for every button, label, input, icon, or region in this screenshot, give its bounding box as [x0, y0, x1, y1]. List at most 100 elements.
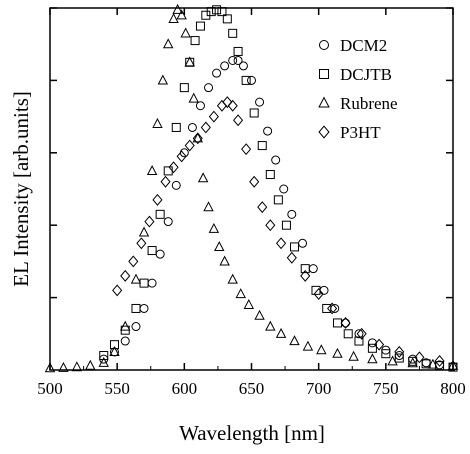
data-point	[414, 351, 425, 364]
data-point	[204, 83, 214, 93]
data-point	[152, 117, 163, 128]
data-point	[327, 302, 338, 315]
data-point	[354, 329, 364, 339]
data-point	[249, 108, 259, 118]
data-point	[109, 346, 120, 356]
data-point	[44, 362, 56, 373]
data-point	[203, 201, 214, 212]
legend-marker-diamond	[318, 125, 330, 139]
data-point	[279, 184, 289, 194]
data-point	[131, 303, 141, 313]
data-point	[147, 278, 157, 288]
data-point	[187, 122, 197, 132]
data-point	[222, 96, 233, 109]
data-point	[286, 251, 297, 264]
data-point	[168, 161, 179, 174]
data-point	[152, 193, 163, 206]
data-point	[188, 92, 199, 103]
data-point	[275, 237, 287, 250]
data-point	[394, 351, 404, 361]
data-point	[275, 327, 287, 338]
data-point	[343, 329, 353, 339]
data-point	[214, 241, 225, 252]
data-point	[197, 172, 209, 183]
data-point	[216, 99, 228, 112]
data-point	[206, 7, 216, 17]
x-tick-label: 500	[37, 379, 63, 398]
series-dcm2	[99, 55, 458, 371]
data-point	[176, 9, 187, 20]
data-point	[254, 309, 265, 320]
data-point	[356, 327, 367, 340]
data-point	[367, 353, 378, 364]
data-point	[172, 3, 183, 14]
legend-label: DCJTB	[340, 65, 392, 84]
legend-marker-triangle	[318, 96, 330, 108]
x-tick-label: 750	[373, 379, 399, 398]
data-point	[128, 255, 139, 268]
legend-marker-square	[319, 69, 329, 79]
data-point	[184, 56, 195, 67]
legend-item: DCM2	[319, 36, 387, 55]
data-point	[387, 355, 398, 366]
data-point	[271, 155, 281, 165]
data-point	[98, 356, 109, 367]
data-point	[302, 340, 314, 351]
data-point	[120, 269, 131, 282]
data-point	[155, 209, 165, 219]
data-point	[163, 217, 173, 227]
data-point	[249, 175, 260, 188]
data-point	[348, 350, 359, 361]
data-point	[289, 242, 299, 252]
data-point	[311, 285, 321, 295]
data-point	[316, 344, 327, 355]
data-point	[157, 74, 169, 85]
data-point	[180, 27, 191, 38]
x-tick-label: 600	[172, 379, 198, 398]
legend-label: DCM2	[340, 36, 387, 55]
data-point	[212, 5, 222, 15]
data-point	[247, 75, 256, 85]
data-point	[184, 139, 195, 152]
data-point	[112, 284, 123, 297]
x-tick-label: 800	[440, 379, 466, 398]
data-point	[192, 132, 203, 145]
data-point	[263, 126, 273, 136]
data-point	[235, 288, 246, 299]
series-dcjtb	[99, 5, 458, 372]
series-layer	[44, 3, 459, 373]
data-point	[257, 201, 268, 214]
data-point	[227, 273, 238, 284]
data-point	[208, 110, 219, 123]
data-point	[120, 336, 130, 346]
data-point	[233, 46, 243, 56]
data-point	[130, 273, 142, 284]
data-point	[447, 359, 459, 370]
data-point	[281, 220, 291, 230]
y-ticks	[50, 7, 453, 299]
data-point	[155, 249, 165, 259]
data-point	[109, 340, 119, 350]
data-point	[298, 238, 308, 248]
data-point	[228, 28, 238, 38]
data-point	[219, 255, 230, 266]
data-point	[217, 7, 227, 17]
legend-label: Rubrene	[340, 94, 398, 113]
series-rubrene	[44, 3, 459, 373]
plot-frame	[49, 7, 454, 371]
data-point	[208, 222, 220, 233]
data-point	[228, 55, 238, 65]
data-point	[222, 14, 232, 24]
data-point	[195, 101, 205, 111]
plot-area: 500 550 600 650 700 750 800	[37, 3, 466, 398]
x-axis-title: Wavelength [nm]	[179, 421, 325, 445]
data-point	[192, 132, 203, 143]
data-point	[85, 359, 96, 370]
data-point	[233, 55, 243, 65]
data-point	[190, 36, 200, 46]
data-point	[381, 349, 391, 359]
data-point	[241, 143, 252, 156]
legend-item: P3HT	[318, 123, 381, 142]
data-point	[319, 285, 329, 295]
data-point	[146, 165, 158, 175]
